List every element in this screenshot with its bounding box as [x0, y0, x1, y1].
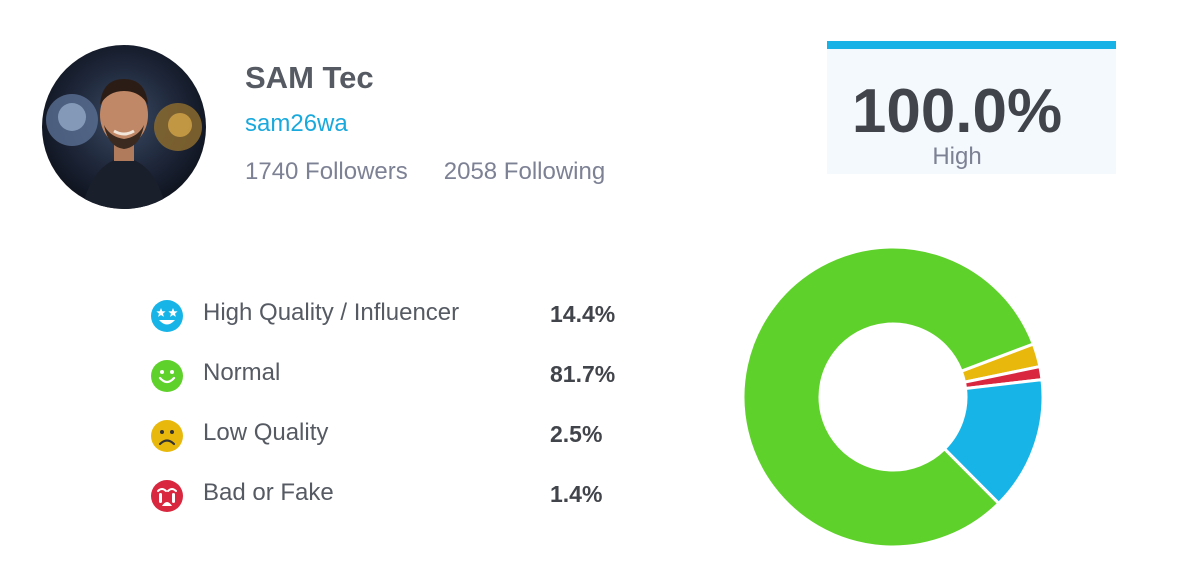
legend-label: High Quality / Influencer: [203, 299, 460, 326]
quality-legend: High Quality / Influencer 14.4% Normal 8…: [150, 290, 650, 530]
quality-donut-chart: [743, 247, 1043, 547]
following-count: 2058 Following: [443, 158, 606, 185]
legend-item-normal: Normal 81.7%: [150, 350, 650, 410]
avatar[interactable]: [42, 45, 206, 209]
frown-icon: [151, 420, 183, 452]
profile-handle-link[interactable]: sam26wa: [245, 110, 348, 137]
quality-score-label: High: [932, 143, 982, 170]
crying-icon: [151, 480, 183, 512]
legend-label: Normal: [203, 359, 281, 386]
smile-icon: [151, 360, 183, 392]
followers-count: 1740 Followers: [245, 158, 408, 185]
profile-name: SAM Tec: [245, 60, 374, 95]
legend-label: Low Quality: [203, 419, 329, 446]
quality-score-box: 100.0% High: [827, 41, 1116, 174]
star-eyes-icon: [151, 300, 183, 332]
donut-slice-normal: [743, 247, 1036, 547]
quality-score-value: 100.0%: [851, 77, 1063, 146]
legend-label: Bad or Fake: [203, 479, 334, 506]
legend-item-bad-or-fake: Bad or Fake 1.4%: [150, 470, 650, 530]
legend-item-high-quality: High Quality / Influencer 14.4%: [150, 290, 650, 350]
legend-value: 2.5%: [550, 421, 603, 447]
legend-value: 14.4%: [550, 301, 616, 327]
legend-value: 1.4%: [550, 481, 603, 507]
profile-photo-icon: [42, 45, 206, 209]
profile-stats: 1740 Followers 2058 Following: [245, 158, 605, 186]
legend-item-low-quality: Low Quality 2.5%: [150, 410, 650, 470]
legend-value: 81.7%: [550, 361, 616, 387]
